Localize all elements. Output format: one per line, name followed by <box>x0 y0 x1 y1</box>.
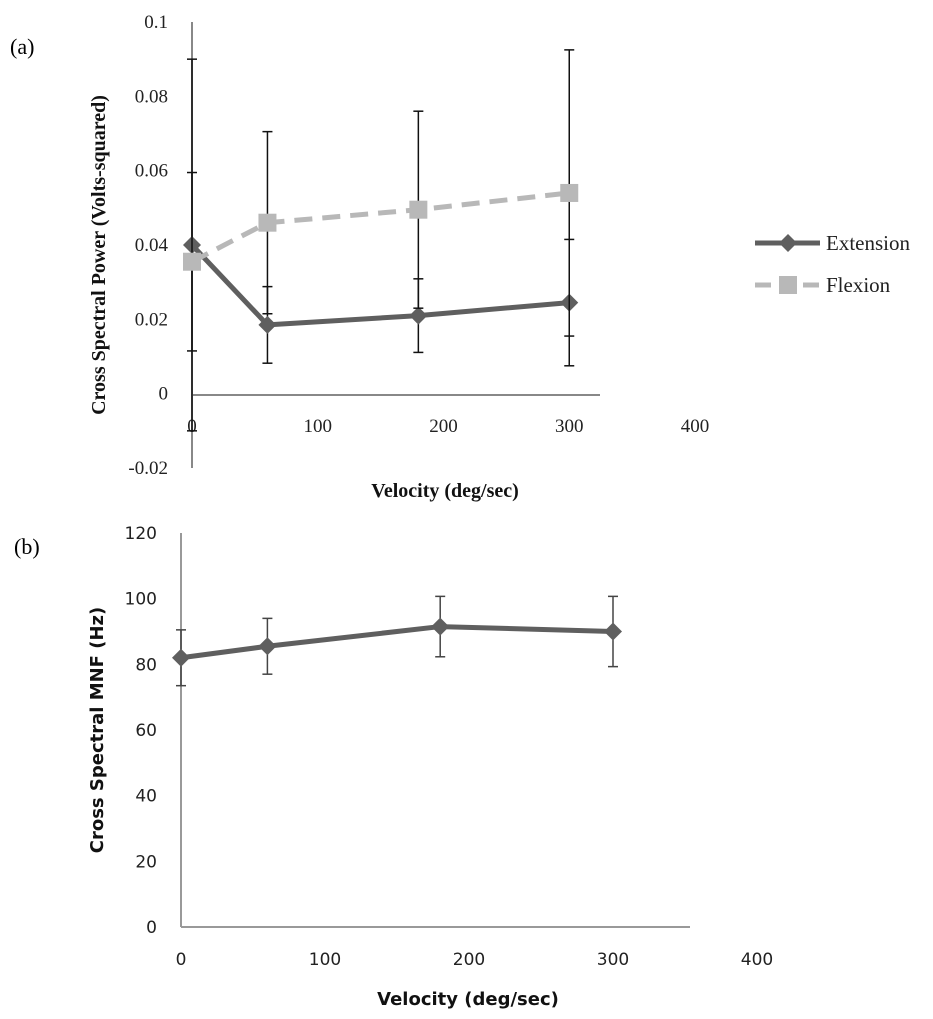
panel-a-x-tick-label: 300 <box>555 416 584 437</box>
panel-b-y-tick-label: 20 <box>135 852 157 872</box>
panel-a-y-tick-label: 0.02 <box>135 309 168 330</box>
panel-b-mnf-point <box>258 637 277 656</box>
panel-b-x-axis-title: Velocity (deg/sec) <box>377 989 559 1010</box>
panel-a-x-tick-label: 400 <box>681 416 710 437</box>
legend-label-extension: Extension <box>826 231 910 255</box>
panel-b-x-tick-label: 100 <box>309 950 341 970</box>
panel-b-x-tick-label: 300 <box>597 950 629 970</box>
panel-b-x-tick-label: 0 <box>176 950 187 970</box>
panel-b-y-tick-label: 120 <box>125 524 157 544</box>
panel-a-y-tick-label: 0 <box>159 384 169 405</box>
panel-b-x-tick-label: 200 <box>453 950 485 970</box>
panel-a-y-tick-label: 0.06 <box>135 161 168 182</box>
panel-a-flexion-point <box>258 213 277 232</box>
panel-b-label: (b) <box>14 534 40 559</box>
panel-b-y-axis-title: Cross Spectral MNF (Hz) <box>87 607 108 853</box>
panel-b-y-tick-label: 100 <box>125 590 157 610</box>
panel-a-x-axis-title: Velocity (deg/sec) <box>371 480 519 502</box>
panel-a-flexion-point <box>560 183 579 202</box>
panel-b-y-tick-label: 60 <box>135 721 157 741</box>
panel-a-extension-line <box>190 243 570 328</box>
panel-a-flexion-point <box>183 252 201 271</box>
panel-a-extension-point <box>409 306 428 325</box>
panel-a-y-tick-label: 0.08 <box>135 86 168 107</box>
panel-a-y-tick-label: -0.02 <box>128 458 168 479</box>
panel-b-y-tick-label: 80 <box>135 655 157 675</box>
legend-marker-extension <box>779 234 797 252</box>
panel-a-label: (a) <box>10 34 35 59</box>
legend-label-flexion: Flexion <box>826 273 891 297</box>
panel-a-flexion-point <box>409 200 428 219</box>
panel-b-x-tick-label: 400 <box>741 950 773 970</box>
panel-b-mnf-point <box>431 617 450 636</box>
panel-a-x-tick-label: 100 <box>304 416 333 437</box>
panel-b-mnf-point <box>604 622 622 641</box>
panel-b-y-tick-label: 0 <box>146 918 157 938</box>
panel-a-flexion-line <box>190 190 570 264</box>
panel-a-y-tick-label: 0.04 <box>135 235 169 256</box>
panel-b-y-tick-label: 40 <box>135 787 157 807</box>
panel-a-y-axis-title: Cross Spectral Power (Volts-squared) <box>88 95 110 415</box>
panel-a-extension-point <box>258 315 277 334</box>
legend-marker-flexion <box>779 276 797 294</box>
panel-a-x-tick-label: 200 <box>429 416 458 437</box>
panel-a-y-tick-label: 0.1 <box>144 12 168 33</box>
panel-b-mnf-point <box>172 648 190 667</box>
panel-b-mnf-line <box>180 624 614 661</box>
